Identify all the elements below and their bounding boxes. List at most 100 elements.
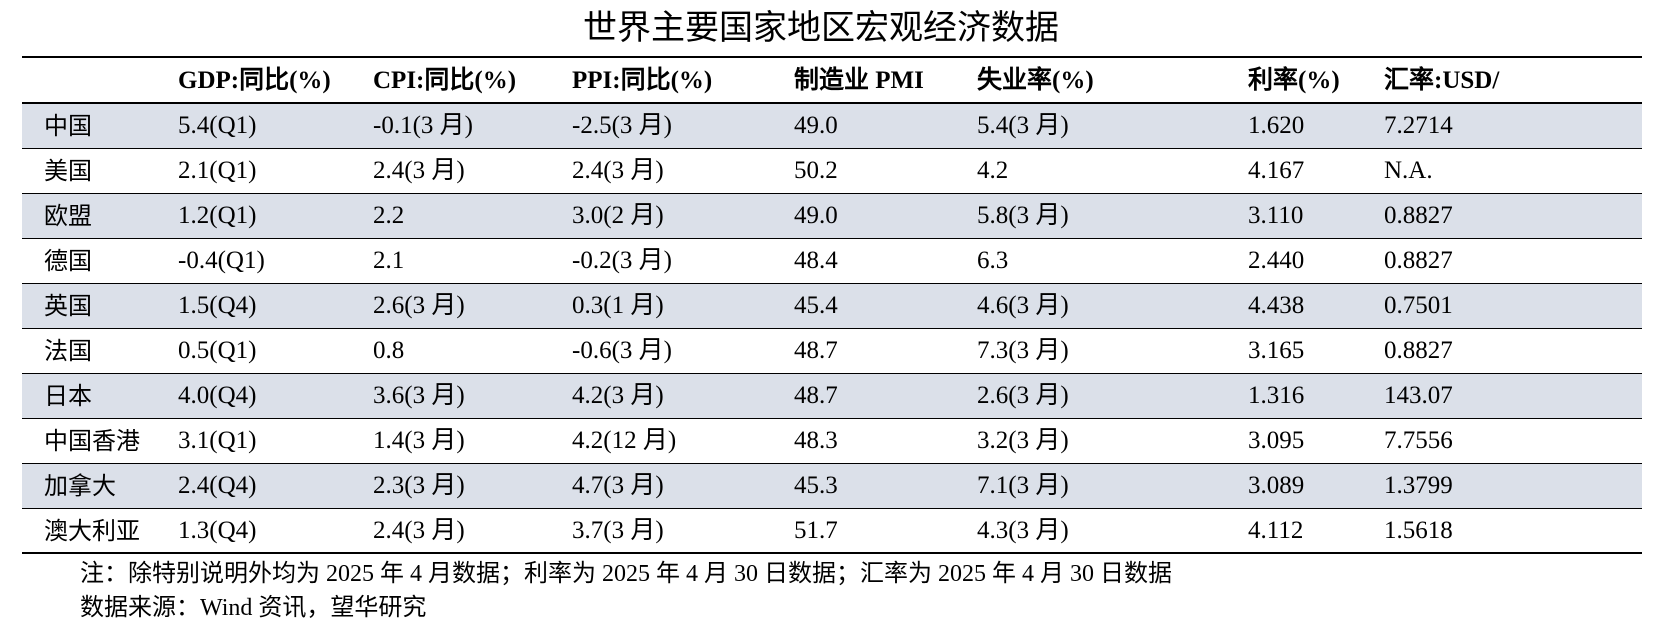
cell-exchange-rate: 1.3799 (1384, 463, 1642, 509)
table-row: 美国 2.1(Q1) 2.4(3 月) 2.4(3 月) 50.2 4.2 4.167 N.A… (22, 148, 1642, 194)
macro-data-table: 中国 5.4(Q1) -0.1(3 月) -2.5(3 月) 49.0 5.4(3 月) 1… (22, 104, 1642, 553)
cell-interest-rate: 1.316 (1248, 373, 1384, 419)
cell-unemployment: 4.3(3 月) (977, 517, 1069, 544)
cell-interest-rate: 3.089 (1248, 463, 1384, 509)
cell-gdp: 2.1(Q1) (178, 148, 373, 194)
cell-gdp: 2.4(Q4) (178, 463, 373, 509)
footnote: 注：除特别说明外均为 2025 年 4 月数据；利率为 2025 年 4 月 3… (80, 561, 1172, 587)
cell-exchange-rate: 0.7501 (1384, 283, 1642, 329)
table-row: 英国 1.5(Q4) 2.6(3 月) 0.3(1 月) 45.4 4.6(3 月) 4.4… (22, 283, 1642, 329)
cell-cpi: 2.6(3 月) (373, 283, 572, 329)
cell-ppi: 3.7(3 月) (572, 517, 664, 544)
cell-region: 法国 (22, 328, 178, 374)
cell-region: 中国 (22, 104, 178, 149)
cell-ppi: 4.2(3 月) (572, 373, 794, 419)
cell-cpi: 2.4(3 月) (373, 517, 465, 544)
cell-exchange-rate: 0.8827 (1384, 238, 1642, 284)
source-note: 数据来源：Wind 资讯，望华研究 (80, 595, 427, 621)
cell-pmi: 48.4 (794, 238, 977, 284)
cell-cpi: 2.4(3 月) (373, 148, 572, 194)
header-unemployment: 失业率(%) (977, 67, 1094, 94)
cell-unemployment: 4.2 (977, 148, 1248, 194)
cell-gdp: -0.4(Q1) (178, 238, 373, 284)
table-body: 中国 5.4(Q1) -0.1(3 月) -2.5(3 月) 49.0 5.4(3 月) 1… (22, 104, 1642, 553)
cell-gdp: 3.1(Q1) (178, 418, 373, 464)
table-row: 德国 -0.4(Q1) 2.1 -0.2(3 月) 48.4 6.3 2.440 0.8827 (22, 238, 1642, 284)
cell-interest-rate: 4.438 (1248, 283, 1384, 329)
cell-region: 欧盟 (22, 193, 178, 239)
cell-interest-rate: 2.440 (1248, 238, 1384, 284)
table-row: 澳大利亚 1.3(Q4) 2.4(3 月) 3.7(3 月) 51.7 4.3(3 月) 4… (22, 509, 1642, 554)
cell-interest-rate: 4.112 (1248, 517, 1304, 544)
cell-unemployment: 2.6(3 月) (977, 373, 1248, 419)
cell-pmi: 49.0 (794, 104, 977, 149)
cell-gdp: 1.3(Q4) (178, 517, 257, 544)
cell-ppi: -0.6(3 月) (572, 328, 794, 374)
cell-exchange-rate: 7.7556 (1384, 418, 1642, 464)
table-row: 中国 5.4(Q1) -0.1(3 月) -2.5(3 月) 49.0 5.4(3 月) 1… (22, 104, 1642, 149)
cell-gdp: 5.4(Q1) (178, 104, 373, 149)
cell-pmi: 49.0 (794, 193, 977, 239)
header-gdp: GDP:同比(%) (178, 67, 331, 94)
header-rule (22, 102, 1642, 104)
table-title: 世界主要国家地区宏观经济数据 (583, 8, 1059, 48)
table-row: 法国 0.5(Q1) 0.8 -0.6(3 月) 48.7 7.3(3 月) 3.165 0.… (22, 328, 1642, 374)
cell-cpi: 2.2 (373, 193, 572, 239)
cell-pmi: 45.3 (794, 463, 977, 509)
cell-interest-rate: 3.095 (1248, 418, 1384, 464)
cell-pmi: 48.7 (794, 328, 977, 374)
cell-cpi: 1.4(3 月) (373, 418, 572, 464)
cell-cpi: 0.8 (373, 328, 572, 374)
top-rule (22, 56, 1642, 58)
cell-unemployment: 6.3 (977, 238, 1248, 284)
cell-unemployment: 3.2(3 月) (977, 418, 1248, 464)
cell-interest-rate: 3.110 (1248, 193, 1384, 239)
cell-ppi: -2.5(3 月) (572, 104, 794, 149)
cell-exchange-rate: 1.5618 (1384, 517, 1453, 544)
cell-region: 英国 (22, 283, 178, 329)
bottom-rule (22, 552, 1642, 554)
cell-ppi: 0.3(1 月) (572, 283, 794, 329)
cell-interest-rate: 4.167 (1248, 148, 1384, 194)
header-pmi: 制造业 PMI (794, 67, 924, 94)
cell-gdp: 1.2(Q1) (178, 193, 373, 239)
cell-unemployment: 7.3(3 月) (977, 328, 1248, 374)
cell-exchange-rate: 7.2714 (1384, 104, 1642, 149)
cell-cpi: 2.1 (373, 238, 572, 284)
cell-region: 日本 (22, 373, 178, 419)
header-ppi: PPI:同比(%) (572, 67, 713, 94)
header-exchange-rate: 汇率:USD/ (1384, 67, 1500, 94)
cell-gdp: 0.5(Q1) (178, 328, 373, 374)
cell-gdp: 1.5(Q4) (178, 283, 373, 329)
cell-interest-rate: 1.620 (1248, 104, 1384, 149)
cell-pmi: 48.3 (794, 418, 977, 464)
cell-region: 美国 (22, 148, 178, 194)
cell-unemployment: 7.1(3 月) (977, 463, 1248, 509)
cell-region: 中国香港 (22, 418, 178, 464)
cell-interest-rate: 3.165 (1248, 328, 1384, 374)
cell-ppi: -0.2(3 月) (572, 238, 794, 284)
table-row: 中国香港 3.1(Q1) 1.4(3 月) 4.2(12 月) 48.3 3.2(3 月)… (22, 418, 1642, 464)
header-interest-rate: 利率(%) (1248, 67, 1340, 94)
header-cpi: CPI:同比(%) (373, 67, 517, 94)
table-row: 欧盟 1.2(Q1) 2.2 3.0(2 月) 49.0 5.8(3 月) 3.110 0.8… (22, 193, 1642, 239)
cell-exchange-rate: 0.8827 (1384, 328, 1642, 374)
cell-gdp: 4.0(Q4) (178, 373, 373, 419)
table-row: 日本 4.0(Q4) 3.6(3 月) 4.2(3 月) 48.7 2.6(3 月) 1.3… (22, 373, 1642, 419)
cell-pmi: 51.7 (794, 517, 838, 544)
cell-exchange-rate: 143.07 (1384, 373, 1642, 419)
cell-exchange-rate: 0.8827 (1384, 193, 1642, 239)
cell-cpi: 3.6(3 月) (373, 373, 572, 419)
cell-pmi: 50.2 (794, 148, 977, 194)
cell-ppi: 4.2(12 月) (572, 418, 794, 464)
cell-cpi: 2.3(3 月) (373, 463, 572, 509)
cell-ppi: 2.4(3 月) (572, 148, 794, 194)
cell-region: 澳大利亚 (44, 517, 140, 545)
cell-unemployment: 5.4(3 月) (977, 104, 1248, 149)
cell-pmi: 48.7 (794, 373, 977, 419)
cell-unemployment: 4.6(3 月) (977, 283, 1248, 329)
cell-region: 加拿大 (22, 463, 178, 509)
cell-region: 德国 (22, 238, 178, 284)
cell-unemployment: 5.8(3 月) (977, 193, 1248, 239)
cell-cpi: -0.1(3 月) (373, 104, 572, 149)
